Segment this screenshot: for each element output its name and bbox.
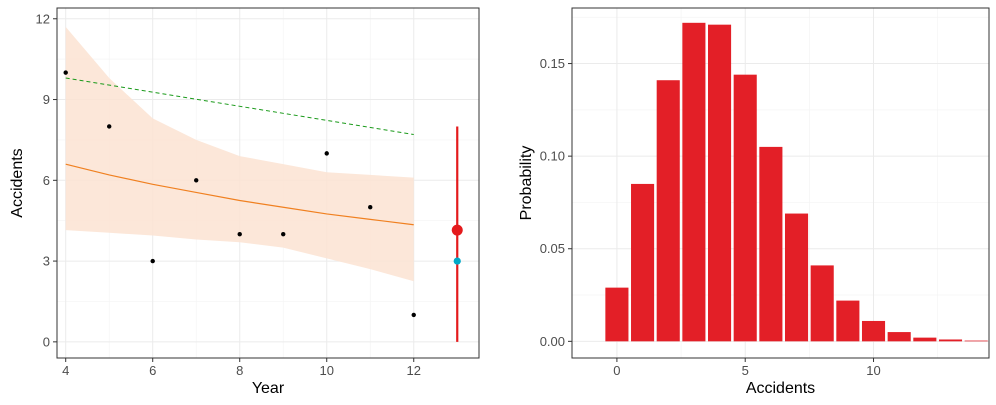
probability-bar bbox=[682, 22, 706, 342]
x-tick-label: 0 bbox=[613, 363, 620, 378]
y-tick-label: 6 bbox=[43, 173, 50, 188]
probability-bar bbox=[605, 287, 629, 342]
data-point bbox=[194, 178, 199, 183]
data-point bbox=[150, 258, 155, 264]
probability-bar bbox=[836, 300, 860, 342]
left-panel-time-series: 4 6 8 10 12 0 3 6 9 12 Year Accidents bbox=[9, 7, 480, 397]
probability-bar bbox=[733, 74, 757, 342]
x-tick-label: 5 bbox=[742, 363, 749, 378]
data-point bbox=[281, 231, 286, 237]
y-tick-label: 3 bbox=[43, 254, 50, 269]
panel-border bbox=[571, 7, 990, 359]
data-point bbox=[237, 231, 242, 237]
data-point bbox=[63, 70, 68, 75]
y-tick-label: 0.05 bbox=[540, 241, 565, 256]
right-panel-probability-bars: 0 5 10 0.00 0.05 0.10 0.15 Accidents Probability bbox=[518, 7, 990, 397]
y-tick-label: 9 bbox=[43, 92, 50, 107]
data-point bbox=[368, 205, 373, 210]
probability-bar bbox=[810, 265, 834, 342]
data-point bbox=[107, 124, 112, 129]
probability-bar bbox=[656, 80, 680, 342]
probability-bar bbox=[913, 337, 937, 342]
y-axis-title: Accidents bbox=[9, 148, 26, 217]
y-tick-label: 0.00 bbox=[540, 334, 565, 349]
y-axis-title: Probability bbox=[518, 146, 535, 221]
probability-bar bbox=[759, 146, 783, 342]
probability-bar bbox=[708, 24, 732, 342]
x-tick-label: 10 bbox=[319, 363, 333, 378]
predicted-mean-point bbox=[451, 224, 463, 236]
y-tick-label: 0 bbox=[43, 334, 50, 349]
fitted-trend-line bbox=[65, 163, 414, 226]
confidence-ribbon bbox=[65, 26, 414, 282]
probability-bar bbox=[784, 213, 809, 342]
dashed-trend-line bbox=[65, 77, 414, 136]
x-tick-label: 8 bbox=[236, 363, 243, 378]
x-tick-label: 6 bbox=[149, 363, 156, 378]
probability-bar bbox=[887, 332, 911, 342]
data-point bbox=[411, 312, 416, 318]
x-tick-label: 10 bbox=[866, 363, 880, 378]
observed-point bbox=[453, 257, 461, 265]
x-tick-label: 4 bbox=[62, 363, 69, 378]
probability-bar bbox=[964, 340, 988, 342]
panel-border bbox=[56, 7, 480, 359]
y-tick-label: 0.15 bbox=[540, 56, 565, 71]
x-tick-label: 12 bbox=[407, 363, 421, 378]
y-tick-label: 0.10 bbox=[540, 149, 565, 164]
probability-bar bbox=[861, 320, 886, 342]
probability-bar bbox=[631, 183, 655, 342]
data-point bbox=[324, 151, 329, 156]
probability-bar bbox=[938, 339, 963, 342]
x-axis-title: Year bbox=[252, 380, 285, 397]
x-axis-title: Accidents bbox=[746, 380, 815, 397]
y-tick-label: 12 bbox=[36, 11, 50, 26]
